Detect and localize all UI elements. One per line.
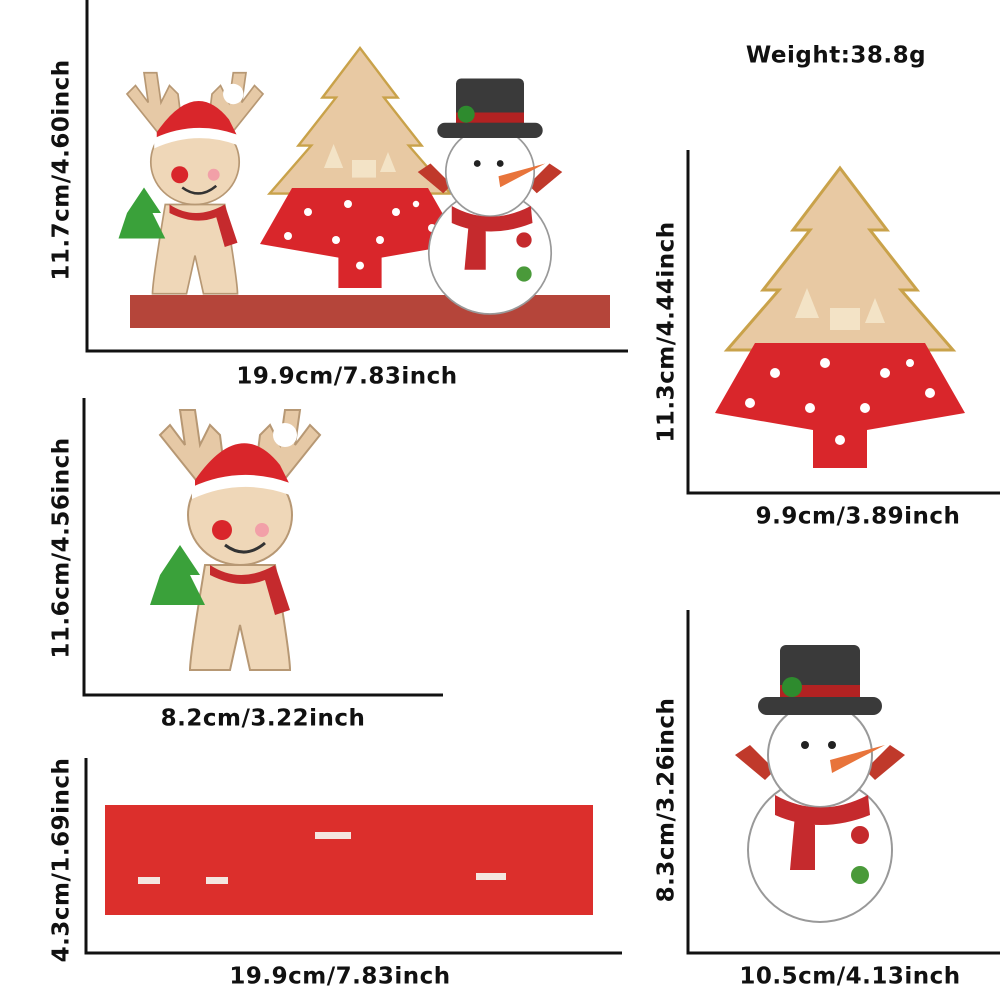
reindeer xyxy=(117,71,265,296)
dimension-bracket xyxy=(686,610,1000,955)
width-label: 19.9cm/7.83inch xyxy=(229,964,450,990)
height-label: 11.7cm/4.60inch xyxy=(49,59,75,280)
weight-label: Weight:38.8g xyxy=(746,43,926,69)
height-label: 4.3cm/1.69inch xyxy=(49,758,75,963)
tree xyxy=(713,166,967,470)
width-label: 8.2cm/3.22inch xyxy=(161,706,366,732)
height-label: 11.3cm/4.44inch xyxy=(654,221,680,442)
dimension-bracket xyxy=(82,398,443,697)
width-label: 10.5cm/4.13inch xyxy=(739,964,960,990)
dimension-bracket xyxy=(84,758,622,955)
height-label: 11.6cm/4.56inch xyxy=(49,437,75,658)
dimension-bracket xyxy=(686,150,1000,495)
base-board xyxy=(105,805,593,915)
height-label: 8.3cm/3.26inch xyxy=(654,698,680,903)
snowman xyxy=(416,77,564,315)
dimension-bracket xyxy=(85,0,628,353)
width-label: 19.9cm/7.83inch xyxy=(236,364,457,390)
snowman xyxy=(734,644,906,923)
base-board xyxy=(130,295,610,328)
reindeer xyxy=(148,408,322,672)
width-label: 9.9cm/3.89inch xyxy=(756,504,961,530)
